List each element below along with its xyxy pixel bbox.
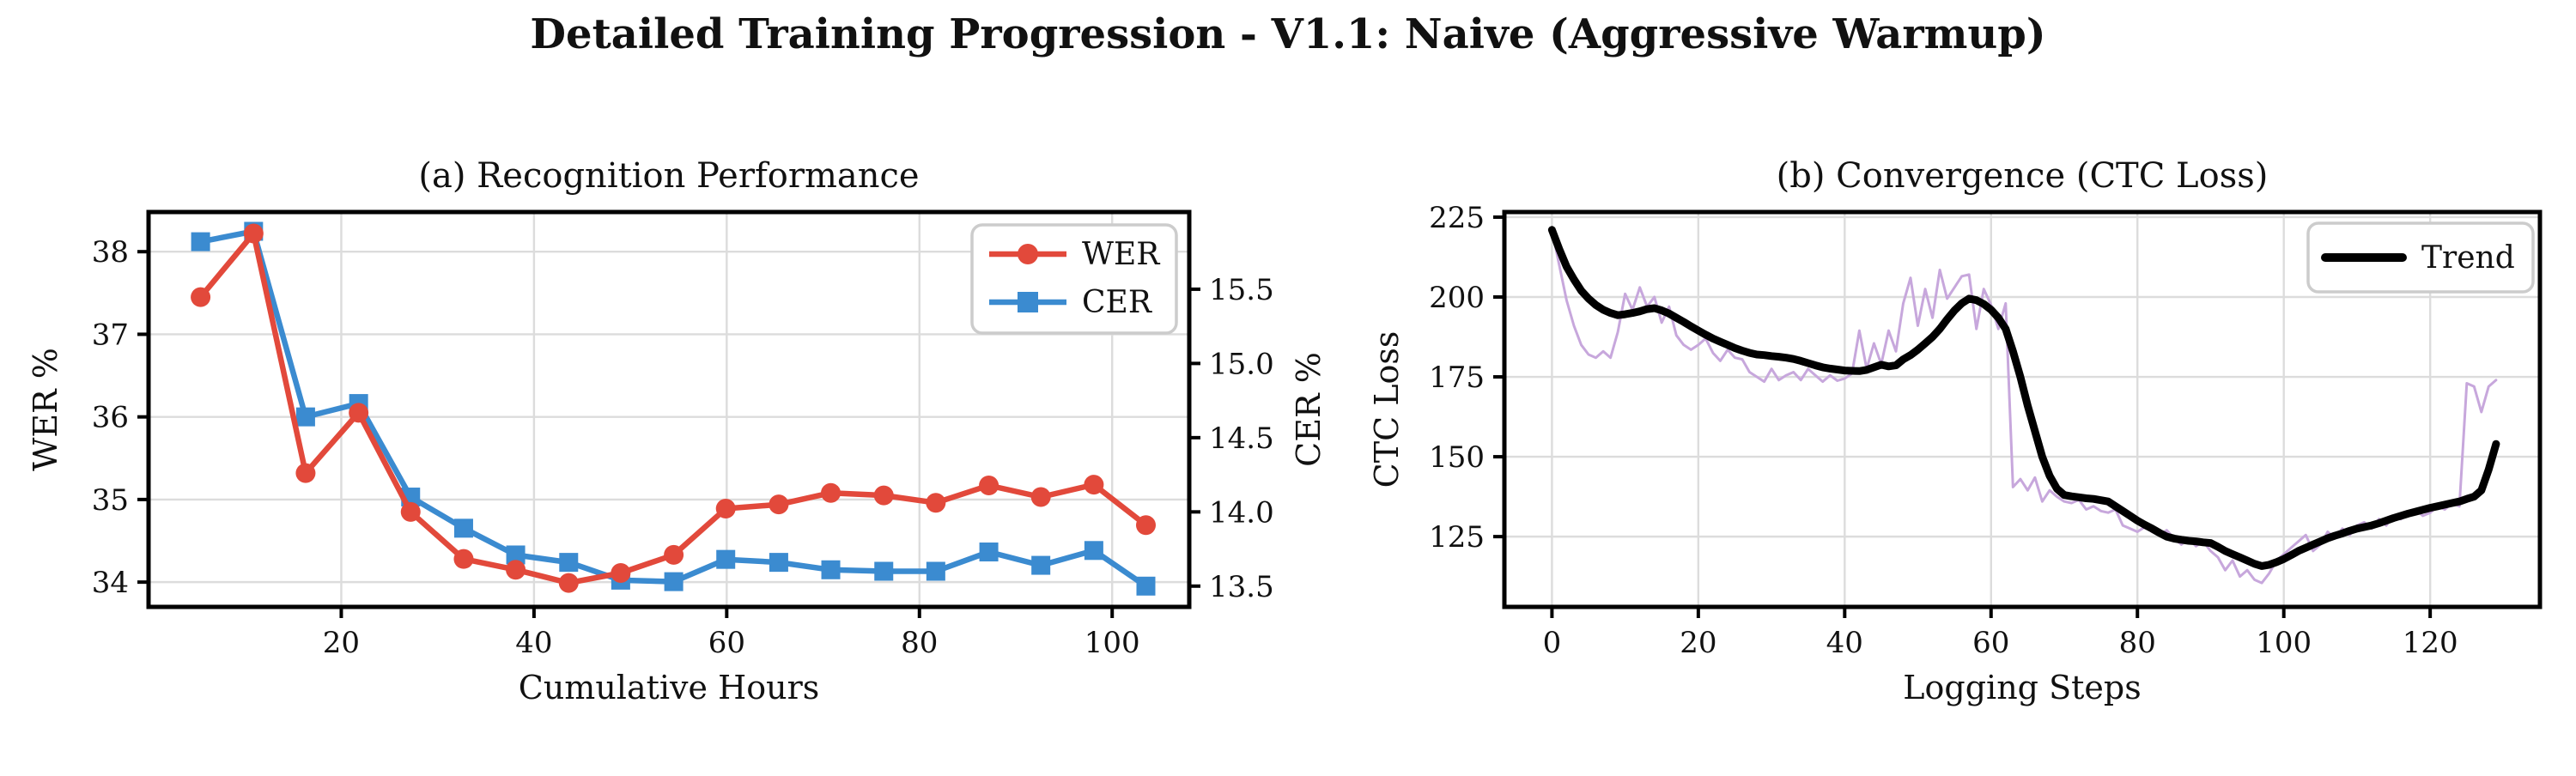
wer-data-point — [191, 287, 211, 307]
y-tick-label: 225 — [1429, 201, 1485, 235]
wer-data-point — [295, 463, 316, 483]
x-tick-label: 80 — [901, 626, 938, 660]
legend-label: CER — [1082, 285, 1152, 320]
wer-data-point — [349, 403, 369, 423]
wer-data-point — [715, 498, 736, 518]
x-tick-label: 100 — [2256, 626, 2312, 660]
y-tick-label: 14.0 — [1209, 495, 1274, 530]
wer-data-point — [453, 549, 474, 569]
y-tick-label: 125 — [1429, 520, 1485, 555]
y-tick-label: 35 — [92, 483, 129, 518]
x-tick-label: 20 — [1680, 626, 1716, 660]
x-tick-label: 120 — [2403, 626, 2458, 660]
x-tick-label: 80 — [2119, 626, 2156, 660]
panel-a-xaxis-label: Cumulative Hours — [519, 669, 819, 706]
plot-border — [146, 209, 1192, 609]
legend-circle-marker — [1018, 244, 1038, 264]
y-tick-label: 13.5 — [1209, 570, 1274, 604]
cer-data-point — [821, 560, 841, 579]
cer-data-point — [664, 572, 683, 591]
legend-label: WER — [1082, 237, 1160, 272]
cer-data-point — [926, 561, 945, 581]
panel-a-left-yaxis-label: WER % — [27, 348, 64, 471]
wer-data-point — [926, 493, 946, 513]
wer-data-point — [506, 560, 526, 580]
legend-a: WER CER — [970, 223, 1178, 335]
cer-data-point — [716, 549, 736, 569]
wer-markers — [191, 223, 1156, 593]
x-tick-label: 60 — [1972, 626, 2009, 660]
gridlines — [1504, 212, 2540, 607]
wer-data-point — [243, 223, 264, 244]
wer-data-point — [611, 563, 631, 584]
plot-border — [1502, 209, 2543, 609]
y-tick-label: 38 — [92, 235, 129, 270]
wer-data-point — [1084, 475, 1104, 495]
panel-a-title: (a) Recognition Performance — [418, 156, 919, 196]
legend-item-cer: CER — [989, 285, 1152, 320]
panel-a-right-yaxis-label: CER % — [1290, 352, 1327, 467]
y-tick-label: 175 — [1429, 361, 1485, 395]
x-tick-label: 20 — [323, 626, 360, 660]
y-tick-label: 14.5 — [1209, 421, 1274, 456]
x-tick-label: 40 — [1826, 626, 1863, 660]
legend-item-trend: Trend — [2321, 240, 2515, 276]
cer-data-point — [979, 543, 999, 562]
wer-data-point — [769, 494, 789, 515]
trend-line — [1547, 226, 2500, 570]
wer-data-point — [821, 482, 841, 503]
y-tick-label: 150 — [1429, 440, 1485, 475]
wer-data-point — [558, 573, 579, 593]
y-tick-label: 34 — [92, 566, 129, 600]
legend-box — [2306, 221, 2535, 294]
cer-data-point — [559, 553, 579, 573]
cer-data-point — [769, 553, 788, 573]
panel-b-convergence-ctc-loss: 0 20 40 60 80 100 120 125 150 175 200 225 Trend — [1429, 201, 2543, 660]
wer-data-point — [979, 476, 999, 496]
wer-data-point — [664, 544, 684, 565]
cer-data-point — [874, 561, 894, 581]
wer-data-point — [873, 485, 894, 506]
x-tick-label: 100 — [1084, 626, 1140, 660]
panel-a-recognition-performance: 20 40 60 80 100 34 35 36 37 38 13.5 14.0 14.5 15.0 15.… — [92, 209, 1274, 660]
y-tick-label: 15.5 — [1209, 273, 1274, 307]
legend-square-marker — [1018, 292, 1038, 312]
panel-b-xaxis-label: Logging Steps — [1903, 669, 2141, 706]
legend-b: Trend — [2306, 221, 2535, 294]
panel-b-title: (b) Convergence (CTC Loss) — [1777, 156, 2269, 196]
y-tick-label: 15.0 — [1209, 347, 1274, 381]
cer-data-point — [1136, 576, 1156, 596]
cer-data-point — [1084, 541, 1103, 561]
cer-data-point — [1031, 555, 1051, 575]
wer-data-point — [1030, 487, 1051, 507]
cer-data-point — [506, 545, 526, 565]
cer-data-point — [191, 232, 210, 252]
x-tick-label: 40 — [515, 626, 552, 660]
figure-suptitle: Detailed Training Progression - V1.1: Na… — [530, 10, 2045, 58]
y-tick-label: 37 — [92, 318, 129, 352]
wer-data-point — [1136, 515, 1156, 536]
panel-b-yaxis-label: CTC Loss — [1368, 331, 1406, 488]
x-tick-label: 0 — [1543, 626, 1562, 660]
wer-data-point — [400, 501, 421, 522]
wer-series — [191, 223, 1156, 593]
x-tick-label: 60 — [708, 626, 745, 660]
cer-data-point — [295, 407, 315, 427]
y-tick-label: 36 — [92, 401, 129, 435]
legend-label: Trend — [2421, 240, 2515, 276]
cer-data-point — [453, 518, 473, 538]
legend-item-wer: WER — [989, 237, 1160, 272]
y-tick-label: 200 — [1429, 281, 1485, 315]
